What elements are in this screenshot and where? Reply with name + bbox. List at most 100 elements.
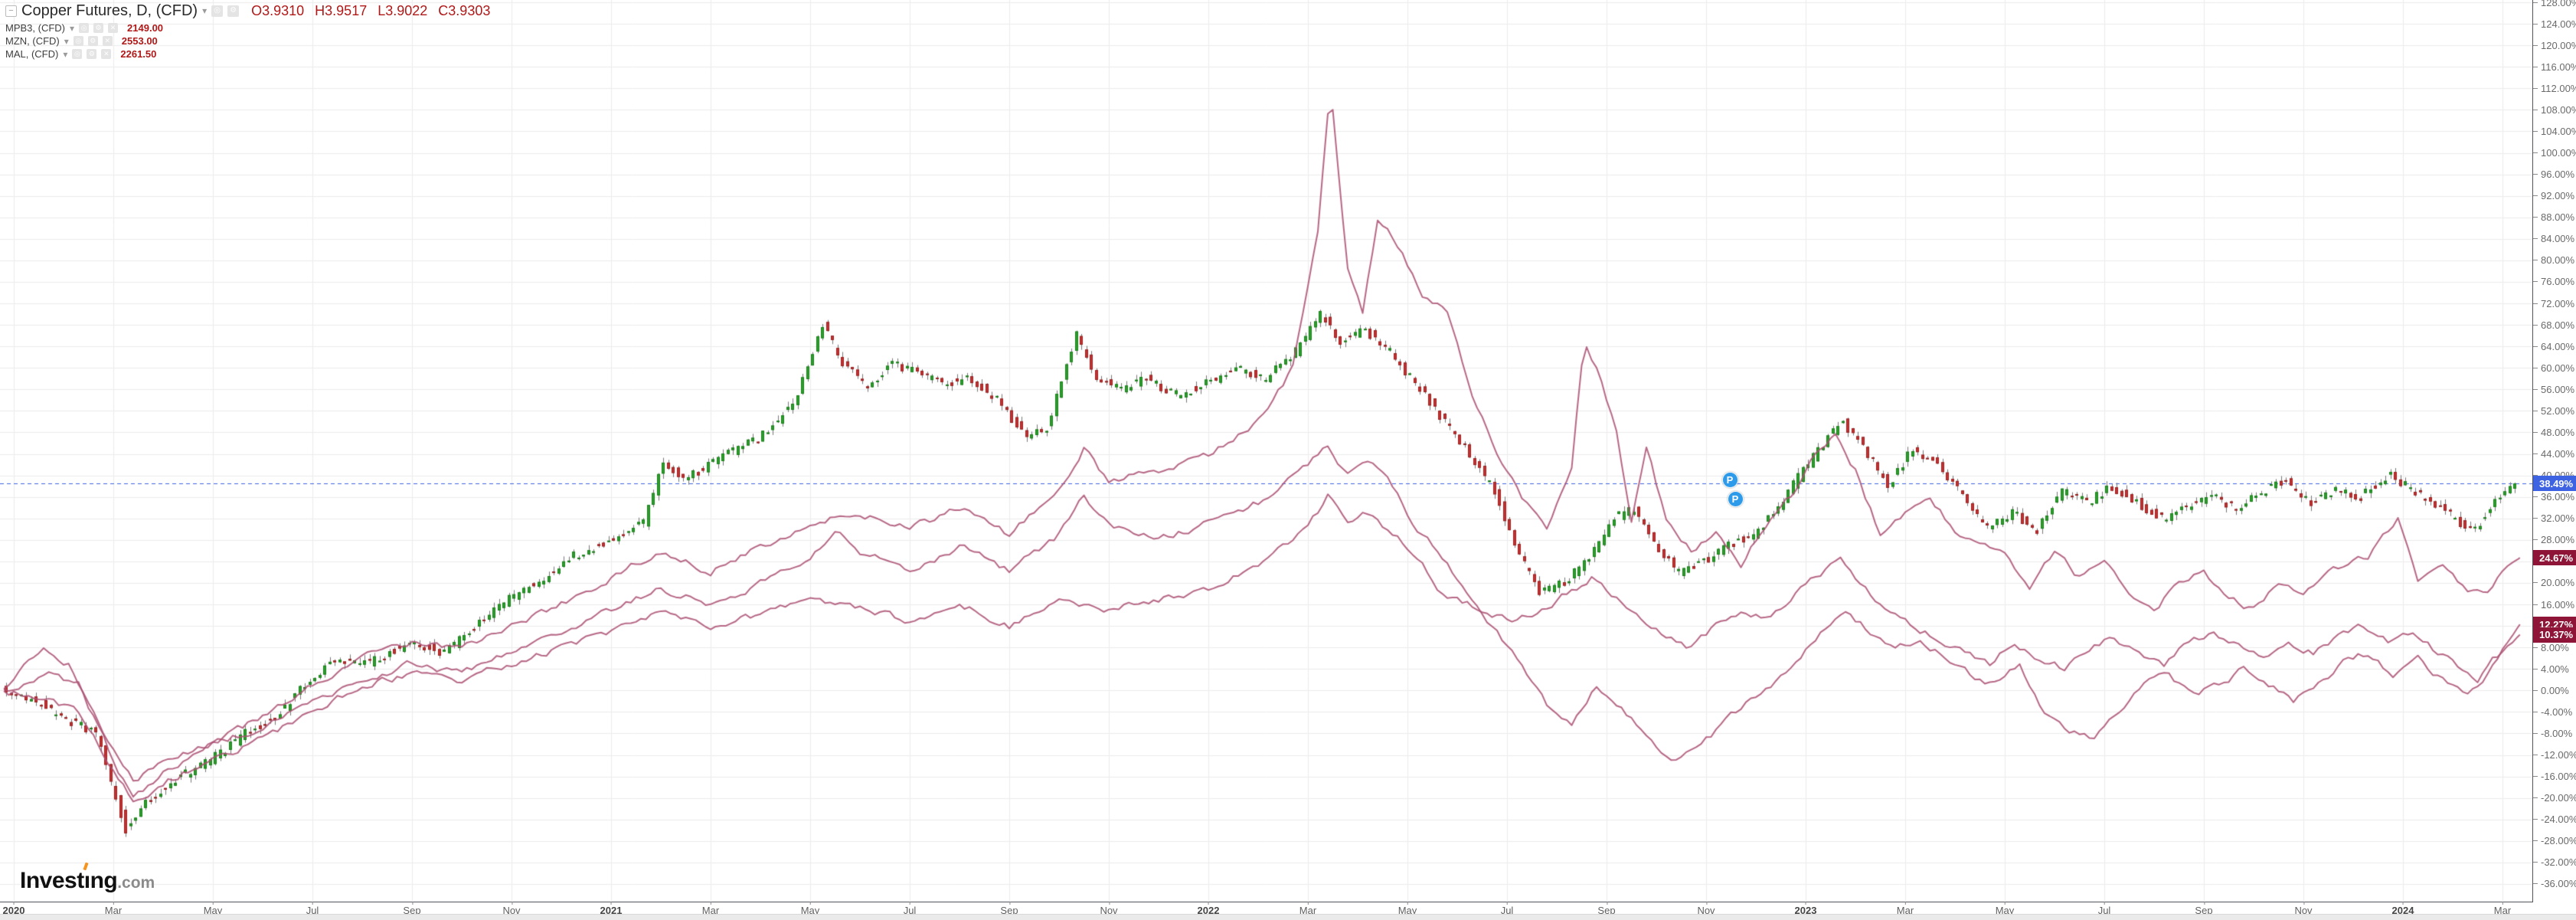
price-axis-label: -36.00% <box>2533 877 2576 891</box>
time-axis-tick <box>610 902 612 905</box>
time-axis-tick <box>1407 902 1408 905</box>
time-axis-label: Mar <box>702 902 719 916</box>
series-last-value: 2261.50 <box>120 48 157 60</box>
time-axis-tick <box>13 902 15 905</box>
price-axis-label: 80.00% <box>2533 254 2574 267</box>
price-axis-label: 44.00% <box>2533 447 2574 461</box>
main-symbol-row: − Copper Futures, D, (CFD) ▾ ◎ ⚙ O3.9310… <box>5 3 490 18</box>
price-axis-label: 124.00% <box>2533 17 2576 31</box>
price-axis-label: 112.00% <box>2533 81 2576 95</box>
time-axis-tick <box>411 902 413 905</box>
time-axis-label: 2020 <box>3 902 25 916</box>
time-axis-tick <box>1507 902 1508 905</box>
price-axis-label: -8.00% <box>2533 726 2572 740</box>
time-axis-tick <box>1904 902 1906 905</box>
time-axis-label: Sep <box>1000 902 1018 916</box>
hide-series-icon[interactable]: ◎ <box>73 36 83 46</box>
time-axis-label: Sep <box>403 902 421 916</box>
compare-symbol-label[interactable]: MAL, (CFD) <box>5 48 59 60</box>
ohlc-values: O3.9310 H3.9517 L3.9022 C3.9303 <box>251 4 490 18</box>
time-axis-label: Sep <box>2195 902 2213 916</box>
time-axis-label: Nov <box>1697 902 1715 916</box>
price-axis-label: -20.00% <box>2533 791 2576 805</box>
hide-series-icon[interactable]: ◎ <box>79 23 90 33</box>
series-settings-icon[interactable]: ⚙ <box>93 23 104 33</box>
price-axis-label: 84.00% <box>2533 232 2574 246</box>
price-axis-badge: 38.49% <box>2533 476 2576 492</box>
open-value: O3.9310 <box>251 3 305 18</box>
symbol-title[interactable]: Copper Futures, D, (CFD) <box>21 2 198 19</box>
time-axis-label: May <box>801 902 819 916</box>
time-axis-label: Sep <box>1597 902 1616 916</box>
time-axis-label: Jul <box>306 902 319 916</box>
time-axis-label: Mar <box>1897 902 1914 916</box>
compare-symbol-label[interactable]: MZN, (CFD) <box>5 35 60 47</box>
series-settings-icon[interactable]: ⚙ <box>87 36 98 46</box>
price-axis-label: 32.00% <box>2533 512 2574 525</box>
price-axis-label: 52.00% <box>2533 404 2574 417</box>
time-axis-tick <box>2502 902 2503 905</box>
time-axis-label: Jul <box>2098 902 2110 916</box>
time-axis-label: 2024 <box>2392 902 2414 916</box>
price-axis-label: 20.00% <box>2533 576 2574 590</box>
time-axis-tick <box>213 902 214 905</box>
price-axis-label: 56.00% <box>2533 382 2574 396</box>
price-axis-badge: 24.67% <box>2533 550 2576 566</box>
position-marker[interactable]: P <box>1721 471 1738 488</box>
bottom-toolbar-strip <box>0 914 2576 920</box>
chevron-down-icon[interactable]: ▾ <box>202 5 208 16</box>
logo-wordmark: Investı ng <box>20 862 118 893</box>
symbol-settings-icon[interactable]: ⚙ <box>227 5 240 17</box>
price-axis-label: 8.00% <box>2533 640 2569 654</box>
time-axis-tick <box>1208 902 1209 905</box>
price-axis-label: -12.00% <box>2533 748 2576 762</box>
price-axis-label: 96.00% <box>2533 168 2574 182</box>
price-axis-label: 76.00% <box>2533 275 2574 289</box>
compare-row-mpb3: MPB3, (CFD) ▾ ◎ ⚙ ✕ 2149.00 <box>5 23 490 33</box>
chevron-down-icon[interactable]: ▾ <box>64 35 69 47</box>
right-price-axis[interactable]: 128.00% 124.00% 120.00% 116.00% 112.00% 108.0… <box>2532 0 2576 902</box>
time-axis-label: Nov <box>502 902 521 916</box>
price-chart[interactable] <box>0 0 2532 902</box>
price-axis-label: 120.00% <box>2533 38 2576 52</box>
time-axis-label: Nov <box>1100 902 1118 916</box>
price-axis-badge: 10.37% <box>2533 627 2576 643</box>
remove-series-icon[interactable]: ✕ <box>101 49 112 59</box>
time-axis-tick <box>1307 902 1309 905</box>
time-axis-tick <box>810 902 811 905</box>
price-axis-label: -16.00% <box>2533 770 2576 784</box>
price-axis-label: 16.00% <box>2533 598 2574 611</box>
price-axis-label: 48.00% <box>2533 425 2574 439</box>
compare-row-mal: MAL, (CFD) ▾ ◎ ⚙ ✕ 2261.50 <box>5 49 490 59</box>
price-axis-label: 116.00% <box>2533 60 2576 74</box>
remove-series-icon[interactable]: ✕ <box>108 23 119 33</box>
price-axis-label: -32.00% <box>2533 856 2576 869</box>
price-axis-label: 60.00% <box>2533 361 2574 375</box>
time-axis-label: Jul <box>904 902 916 916</box>
chevron-down-icon[interactable]: ▾ <box>70 22 75 34</box>
price-axis-label: -4.00% <box>2533 705 2572 719</box>
compare-symbol-label[interactable]: MPB3, (CFD) <box>5 22 65 34</box>
hide-series-icon[interactable]: ◎ <box>72 49 83 59</box>
price-axis-label: 64.00% <box>2533 339 2574 353</box>
price-axis-label: 88.00% <box>2533 211 2574 224</box>
logo-suffix: .com <box>117 874 155 892</box>
series-settings-icon[interactable]: ⚙ <box>87 49 97 59</box>
collapse-legend-icon[interactable]: − <box>5 5 17 17</box>
remove-series-icon[interactable]: ✕ <box>102 36 113 46</box>
time-axis-label: May <box>204 902 222 916</box>
chart-legend: − Copper Futures, D, (CFD) ▾ ◎ ⚙ O3.9310… <box>5 3 490 62</box>
close-value: C3.9303 <box>438 3 491 18</box>
chevron-down-icon[interactable]: ▾ <box>63 48 68 60</box>
time-axis[interactable]: 2020 Mar May Jul Sep Nov 2021 Mar May Jul Sep Nov 20… <box>0 902 2533 916</box>
hide-symbol-icon[interactable]: ◎ <box>211 5 224 17</box>
price-axis-label: 68.00% <box>2533 318 2574 332</box>
price-axis-label: 100.00% <box>2533 146 2576 160</box>
price-axis-label: 128.00% <box>2533 0 2576 9</box>
price-axis-label: 104.00% <box>2533 124 2576 138</box>
price-axis-label: 28.00% <box>2533 533 2574 547</box>
position-marker[interactable]: P <box>1727 490 1744 507</box>
time-axis-tick <box>1706 902 1707 905</box>
time-axis-label: 2021 <box>600 902 622 916</box>
time-axis-tick <box>2005 902 2006 905</box>
